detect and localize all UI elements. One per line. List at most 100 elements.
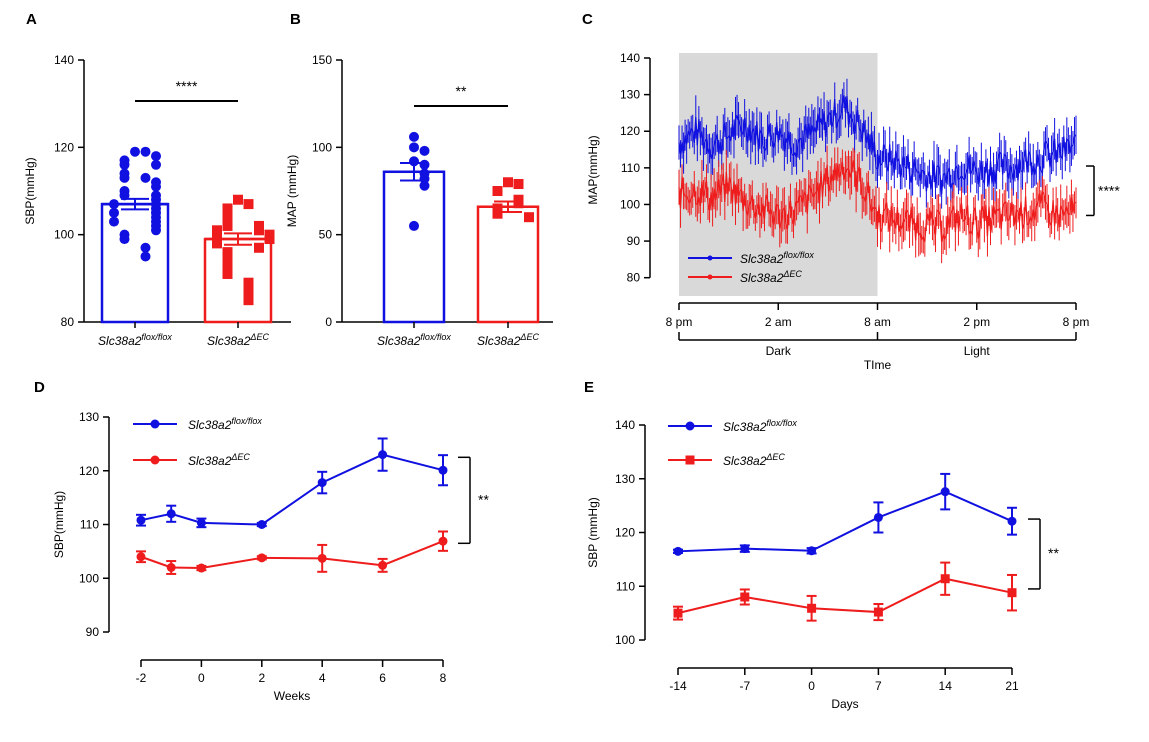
panel-E-point	[940, 574, 950, 584]
panel-D-legend-label-0-sup: flox/flox	[231, 416, 262, 426]
panel-A-y-tick-label: 100	[54, 228, 74, 242]
panel-D-point	[378, 450, 388, 460]
panel-C-legend-label-0: Slc38a2flox/flox	[740, 250, 814, 266]
panel-D-point	[136, 552, 146, 562]
panel-D-sig-stars: **	[478, 491, 489, 507]
panel-A-xlabel-0: Slc38a2flox/flox	[98, 332, 172, 348]
panel-C-x-tick-label: 2 pm	[963, 315, 990, 329]
panel-B-ylabel: MAP (mmHg)	[285, 155, 299, 227]
panel-B-xlabel-0-text: Slc38a2flox/flox	[377, 332, 451, 348]
panel-D-y-tick-label: 130	[79, 410, 99, 424]
panel-label-A: A	[26, 11, 37, 28]
panel-D-legend-label-1: Slc38a2ΔEC	[188, 452, 250, 468]
panel-A-xlabel-1: Slc38a2ΔEC	[207, 332, 269, 348]
panel-A-point	[222, 268, 233, 279]
panel-D-y-tick-label: 120	[79, 464, 99, 478]
panel-C-phase-dark: Dark	[766, 344, 792, 358]
panel-B-point	[419, 159, 430, 170]
panel-E-ylabel: SBP (mmHg)	[586, 497, 600, 567]
panel-E-line-0	[677, 490, 1013, 553]
panel-E-series-0	[673, 472, 1017, 556]
panel-E-x-tick-label: -7	[739, 679, 750, 693]
panel-B-xlabel-1-main: Slc38a2	[477, 334, 521, 348]
panel-E-y-tick-label: 130	[615, 472, 635, 486]
panel-C-y-tick-label: 110	[621, 161, 640, 175]
panel-E-y-tick-label: 140	[615, 418, 635, 432]
panel-D-y-tick-label: 90	[86, 625, 100, 639]
panel-A-point	[243, 277, 254, 288]
panel-C-x-tick-label: 8 pm	[666, 315, 693, 329]
panel-C-line-0	[678, 95, 1077, 195]
panel-E-point	[673, 608, 683, 618]
panel-B-point	[419, 145, 430, 156]
panel-D-line-1	[140, 540, 444, 570]
panel-C-legend-label-1-sup: ΔEC	[782, 269, 802, 279]
panel-B-point	[409, 131, 419, 142]
panel-C-legend-marker-1	[707, 274, 713, 280]
panel-E-point	[1007, 516, 1017, 526]
panel-A-point	[151, 225, 161, 236]
panel-B-bar-0	[382, 170, 446, 324]
panel-D-y-tick-label: 110	[80, 518, 99, 532]
panel-A-point	[151, 151, 161, 162]
panel-A-xlabel-1-main: Slc38a2	[207, 334, 251, 348]
panel-D-line-0	[140, 453, 444, 526]
panel-B-point	[419, 180, 430, 191]
panel-A-point	[109, 216, 119, 227]
panel-D-point	[136, 515, 146, 525]
panel-E-legend-label-0-main: Slc38a2	[723, 420, 767, 434]
panel-B-y-tick-label: 100	[312, 140, 332, 154]
panel-D-point	[257, 520, 267, 529]
panel-C-line-1	[678, 159, 1077, 243]
panel-B-xlabel-1-text: Slc38a2ΔEC	[477, 332, 539, 348]
panel-D-legend-marker-1	[150, 455, 160, 465]
panel-A-point	[254, 242, 264, 253]
panel-C-legend-label-0-main: Slc38a2	[740, 252, 784, 266]
panel-B-sig-stars: **	[456, 83, 467, 99]
panel-A-point	[140, 242, 151, 253]
panel-B-xlabel-0-sup: flox/flox	[420, 332, 451, 342]
panel-A-point	[254, 225, 264, 236]
panel-A-y-tick-label: 80	[61, 315, 75, 329]
panel-D-point	[196, 518, 206, 528]
panel-D-legend-label-0-text: Slc38a2flox/flox	[188, 416, 262, 432]
panel-A-xlabel-0-text: Slc38a2flox/flox	[98, 332, 172, 348]
panel-C-legend-label-1: Slc38a2ΔEC	[740, 269, 802, 285]
panel-B-xlabel-0-main: Slc38a2	[377, 334, 421, 348]
panel-E-y-tick-label: 100	[615, 633, 635, 647]
panel-B-point	[492, 186, 503, 196]
panel-A-point	[212, 238, 222, 249]
panel-B-point	[513, 198, 524, 209]
panel-C-legend-label-0-text: Slc38a2flox/flox	[740, 250, 814, 266]
panel-D-series-1	[136, 530, 448, 575]
panel-C-xlabel: TIme	[864, 358, 892, 372]
panel-E-point	[873, 607, 883, 617]
panel-D-legend-label-1-text: Slc38a2ΔEC	[188, 452, 250, 468]
panel-A-point	[140, 146, 151, 157]
panel-E-point	[1007, 588, 1017, 598]
panel-C-legend-label-1-main: Slc38a2	[740, 271, 784, 285]
panel-D-legend-label-0: Slc38a2flox/flox	[188, 416, 262, 432]
panel-A-point	[233, 194, 243, 205]
panel-D-legend-label-1-main: Slc38a2	[188, 454, 232, 468]
panel-C-y-tick-label: 130	[620, 88, 640, 102]
panel-A-xlabel-1-text: Slc38a2ΔEC	[207, 332, 269, 348]
panel-E-point	[740, 544, 750, 554]
panel-E-x-tick-label: -14	[669, 679, 687, 693]
panel-A-point	[130, 146, 140, 157]
panel-E-series-1	[673, 561, 1017, 622]
panel-E-sig-stars: **	[1048, 545, 1059, 561]
panel-A-point	[119, 159, 130, 170]
panel-C-y-tick-label: 140	[620, 51, 640, 65]
panel-B-y-tick-label: 150	[312, 53, 332, 67]
panel-E-point	[940, 487, 950, 497]
panel-E-point	[807, 603, 817, 613]
panel-D-x-tick-label: -2	[136, 671, 147, 685]
panel-D-point	[317, 478, 327, 488]
panel-C-sig-stars: ****	[1098, 183, 1120, 199]
panel-D-point	[166, 563, 176, 572]
panel-A-y-tick-label: 120	[54, 140, 74, 154]
panel-B-y-tick-label: 50	[319, 228, 333, 242]
panel-E-point	[740, 592, 750, 602]
panel-D-x-tick-label: 6	[379, 671, 386, 685]
